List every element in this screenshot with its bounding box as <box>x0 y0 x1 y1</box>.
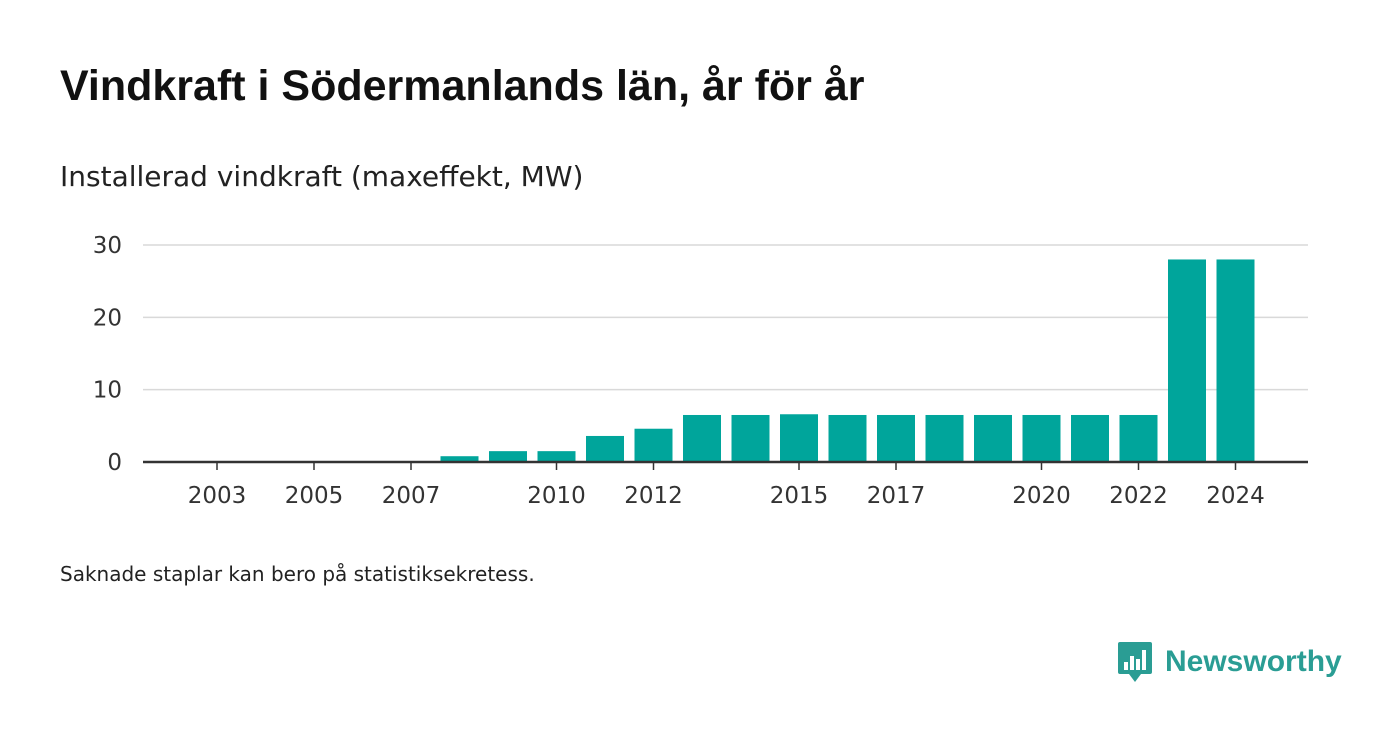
bar-2014 <box>731 414 770 462</box>
y-tick-label: 0 <box>107 450 122 476</box>
newsworthy-logo-icon <box>1118 642 1152 682</box>
bar-2021 <box>1071 414 1109 462</box>
bar-2013 <box>683 414 721 462</box>
x-tick-label: 2012 <box>624 483 683 509</box>
bar-2015 <box>780 414 818 462</box>
x-tick-label: 2005 <box>285 483 344 509</box>
x-tick-label: 2010 <box>527 483 586 509</box>
y-tick-label: 10 <box>93 378 122 404</box>
bar-2018 <box>925 414 964 462</box>
bars <box>440 259 1255 462</box>
newsworthy-brand: Newsworthy <box>1117 640 1342 684</box>
bar-2017 <box>877 414 915 462</box>
x-tick-label: 2015 <box>770 483 829 509</box>
bar-2024 <box>1216 259 1255 462</box>
bar-2019 <box>974 414 1012 462</box>
bar-2008 <box>440 456 479 462</box>
bar-chart: 0 10 20 30 2003 2005 2007 2010 2012 2015 2017 2020 2… <box>93 233 1308 509</box>
brand-name: Newsworthy <box>1165 645 1342 678</box>
bar-2016 <box>828 414 867 462</box>
gridlines <box>143 244 1308 391</box>
y-tick-label: 20 <box>93 305 122 331</box>
x-tick-label: 2017 <box>867 483 926 509</box>
bar-2022 <box>1119 414 1158 462</box>
x-tick-label: 2022 <box>1109 483 1168 509</box>
footnote: Saknade staplar kan bero på statistiksek… <box>60 562 535 586</box>
x-tick-label: 2024 <box>1206 483 1265 509</box>
bar-2010 <box>537 451 576 462</box>
x-tick-label: 2003 <box>188 483 247 509</box>
axes: 0 10 20 30 2003 2005 2007 2010 2012 2015 2017 2020 2… <box>93 233 1308 509</box>
chart-title: Vindkraft i Södermanlands län, år för år <box>60 62 865 110</box>
chart-subtitle: Installerad vindkraft (maxeffekt, MW) <box>60 160 584 193</box>
bar-2009 <box>489 451 527 462</box>
x-tick-label: 2020 <box>1012 483 1071 509</box>
bar-2011 <box>586 435 624 462</box>
bar-2023 <box>1168 259 1206 462</box>
bar-2020 <box>1022 414 1061 462</box>
y-tick-label: 30 <box>93 233 122 259</box>
bar-2012 <box>634 428 673 462</box>
x-tick-label: 2007 <box>382 483 441 509</box>
